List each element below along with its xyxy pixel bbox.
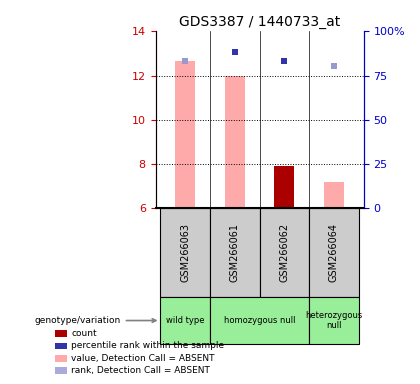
FancyBboxPatch shape bbox=[309, 208, 359, 297]
Title: GDS3387 / 1440733_at: GDS3387 / 1440733_at bbox=[179, 15, 340, 29]
FancyBboxPatch shape bbox=[160, 297, 210, 344]
Text: heterozygous
null: heterozygous null bbox=[305, 311, 362, 330]
Text: rank, Detection Call = ABSENT: rank, Detection Call = ABSENT bbox=[71, 366, 210, 375]
Bar bbox=[225, 76, 245, 208]
Text: count: count bbox=[71, 329, 97, 338]
Text: GSM266062: GSM266062 bbox=[279, 223, 289, 282]
Text: value, Detection Call = ABSENT: value, Detection Call = ABSENT bbox=[71, 354, 215, 363]
FancyBboxPatch shape bbox=[210, 208, 260, 297]
Bar bbox=[324, 182, 344, 208]
Bar bbox=[274, 166, 294, 208]
Text: GSM266061: GSM266061 bbox=[230, 223, 240, 282]
FancyBboxPatch shape bbox=[210, 297, 309, 344]
Text: percentile rank within the sample: percentile rank within the sample bbox=[71, 341, 225, 351]
Text: GSM266064: GSM266064 bbox=[329, 223, 339, 282]
FancyBboxPatch shape bbox=[309, 297, 359, 344]
Text: genotype/variation: genotype/variation bbox=[34, 316, 156, 325]
FancyBboxPatch shape bbox=[260, 208, 309, 297]
Text: wild type: wild type bbox=[166, 316, 205, 325]
Text: homozygous null: homozygous null bbox=[224, 316, 295, 325]
FancyBboxPatch shape bbox=[160, 208, 210, 297]
Text: GSM266063: GSM266063 bbox=[180, 223, 190, 282]
Bar bbox=[175, 61, 195, 208]
